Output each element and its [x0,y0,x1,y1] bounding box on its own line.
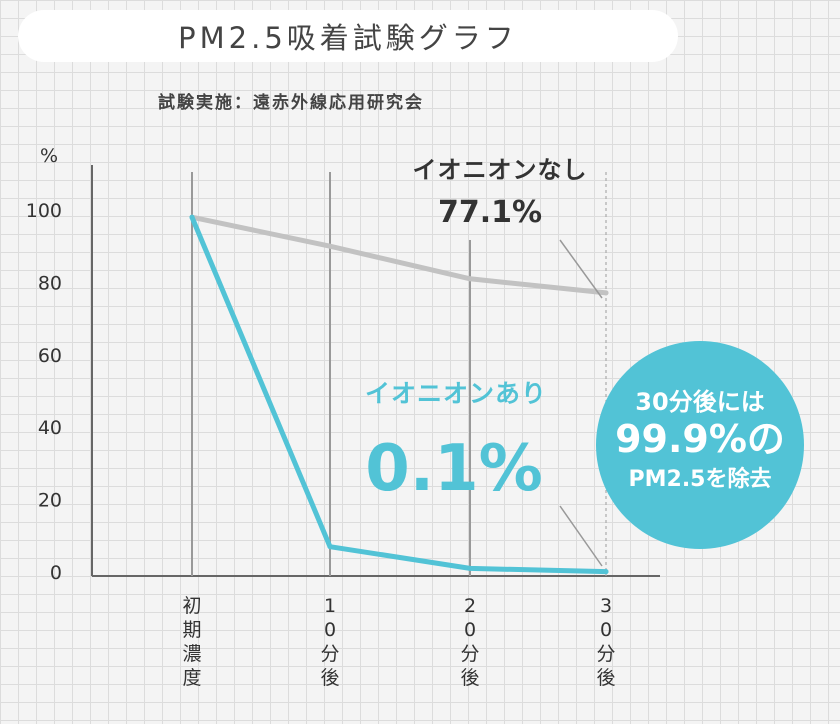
y-tick-label: 20 [38,490,62,512]
x-tick-label: 2 0 分後 [460,595,479,689]
y-tick-label: 0 [50,562,62,584]
series-label-with-ion: イオニオンあり [365,379,547,408]
data-point [603,569,609,575]
y-unit-label: % [40,145,58,167]
y-tick-label: 60 [38,345,62,367]
badge-circle [596,341,804,549]
leader-line-without-ion [559,239,603,299]
data-point [327,544,333,550]
data-point [327,243,333,249]
data-point [603,290,609,296]
data-point [467,276,473,282]
series-label-without-ion: イオニオンなし [413,156,588,184]
series-final-value-with-ion: 0.1% [365,432,543,506]
y-tick-label: 40 [38,417,62,439]
chart-title: PM2.5吸着試験グラフ [18,10,678,62]
x-tick-label: 初期濃度 [182,595,201,689]
annotations: イオニオンなし 77.1% イオニオンあり 0.1% [365,156,603,567]
data-point [467,565,473,571]
series-line [189,214,609,296]
series-lines [189,214,609,575]
chart-subtitle: 試験実施：遠赤外線応用研究会 [158,93,424,113]
series-line [189,214,609,575]
badge-line2: 99.9%の [615,417,785,461]
y-tick-label: 80 [38,272,62,294]
axes: % 0 20 40 60 80 100 初期濃度 1 0 分後 2 0 分後 3 0 分後 [26,145,660,689]
leader-line-with-ion [559,505,603,567]
x-tick-label: 1 0 分後 [320,595,339,689]
badge-line3: PM2.5を除去 [629,466,772,492]
x-tick-label: 3 0 分後 [596,595,615,689]
series-final-value-without-ion: 77.1% [438,195,542,230]
data-point [189,214,195,220]
y-tick-label: 100 [26,200,62,222]
badge-line1: 30分後には [635,388,764,416]
